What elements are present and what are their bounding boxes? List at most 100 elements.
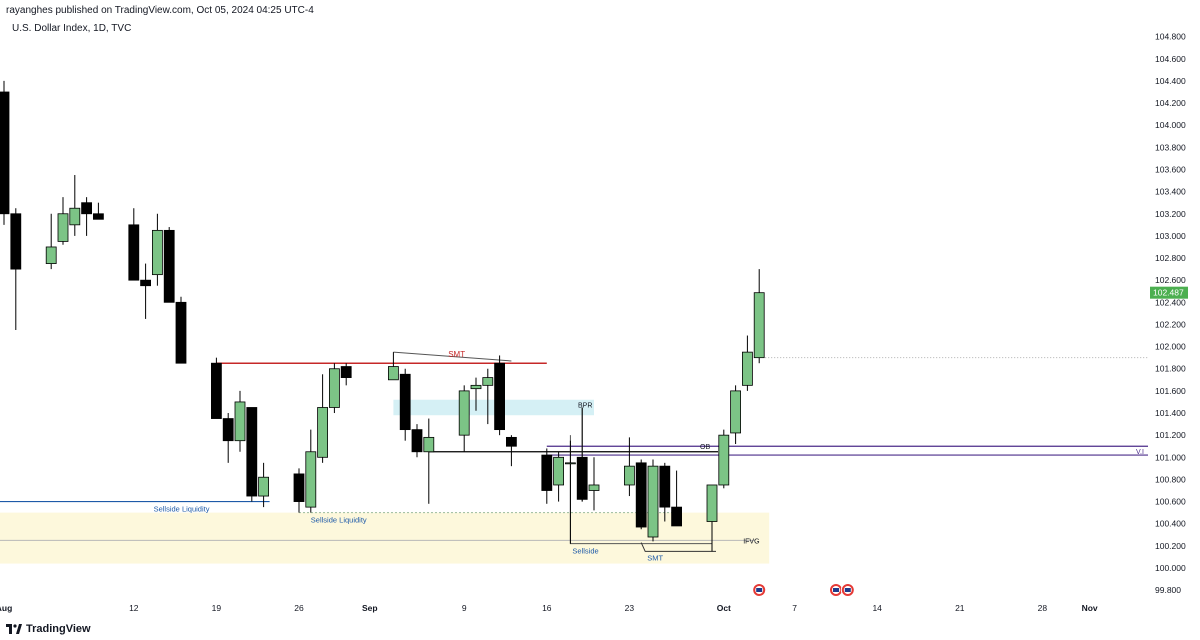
candle-body	[565, 462, 576, 465]
footer: TradingView	[0, 620, 1200, 640]
y-tick-label: 102.200	[1155, 319, 1186, 329]
candle[interactable]	[553, 451, 564, 502]
candle[interactable]	[671, 470, 682, 527]
x-tick-label: Nov	[1082, 603, 1098, 613]
candle[interactable]	[494, 355, 506, 436]
candle[interactable]	[175, 296, 187, 364]
candle[interactable]	[210, 357, 222, 419]
y-tick-label: 100.200	[1155, 541, 1186, 551]
y-tick-label: 101.400	[1155, 408, 1186, 418]
candle-body	[470, 384, 482, 390]
y-tick-label: 102.600	[1155, 275, 1186, 285]
candle[interactable]	[576, 407, 588, 502]
candle[interactable]	[565, 440, 576, 544]
candle[interactable]	[706, 484, 718, 552]
candle-body	[423, 436, 435, 453]
flag-icon-center	[756, 588, 763, 592]
candle-body	[399, 373, 411, 431]
candle[interactable]	[93, 202, 104, 220]
candle-body	[647, 465, 659, 538]
x-tick-label: 7	[792, 603, 797, 613]
x-tick-label: 26	[294, 603, 304, 613]
tradingview-logo[interactable]: TradingView	[6, 623, 91, 635]
candle[interactable]	[81, 197, 92, 236]
candle-body	[742, 351, 753, 386]
candle-body	[753, 292, 765, 359]
candle[interactable]	[470, 377, 482, 411]
candle[interactable]	[624, 437, 635, 497]
candle[interactable]	[0, 80, 10, 225]
candle-body	[340, 366, 352, 378]
flag-icon[interactable]	[840, 583, 855, 597]
candle[interactable]	[305, 429, 317, 513]
candle[interactable]	[163, 227, 175, 303]
candle[interactable]	[482, 368, 494, 425]
ob-label: OB	[700, 444, 710, 451]
candle[interactable]	[246, 407, 258, 502]
candle[interactable]	[753, 269, 765, 364]
smt-bottom-line	[640, 542, 716, 552]
candle[interactable]	[222, 413, 234, 463]
chart-area[interactable]: SMT BPR OB V.I Sellside Liquidity Sellside Li…	[0, 20, 1200, 620]
candle[interactable]	[293, 468, 305, 513]
candle[interactable]	[399, 368, 411, 441]
candle[interactable]	[742, 335, 753, 391]
symbol-title: U.S. Dollar Index, 1D, TVC	[12, 23, 132, 34]
candle-body	[210, 362, 222, 419]
candle-body	[151, 229, 163, 276]
candle[interactable]	[234, 390, 246, 452]
candle-body	[411, 429, 423, 453]
smt-bottom-label: SMT	[647, 553, 663, 562]
candle-body	[328, 368, 340, 408]
candle-body	[671, 506, 682, 527]
candlestick-chart[interactable]: SMT BPR OB V.I Sellside Liquidity Sellside Li…	[0, 20, 1200, 620]
candle[interactable]	[387, 352, 399, 381]
smt-top-label: SMT	[448, 350, 465, 359]
candle[interactable]	[730, 385, 741, 445]
candle-body	[730, 390, 741, 434]
candle[interactable]	[69, 175, 81, 236]
candle[interactable]	[45, 213, 57, 270]
candle[interactable]	[505, 435, 517, 467]
candle[interactable]	[423, 418, 435, 504]
flag-icon-center	[833, 588, 839, 592]
flag-icon[interactable]	[829, 583, 843, 597]
candle[interactable]	[258, 462, 270, 508]
y-tick-label: 101.200	[1155, 430, 1186, 440]
candle[interactable]	[541, 448, 553, 504]
candle[interactable]	[647, 459, 659, 542]
candle-body	[482, 377, 494, 386]
candle-body	[505, 436, 517, 447]
ifvg-label: IFVG	[743, 538, 759, 545]
candle-body	[175, 301, 187, 364]
candle-body	[246, 407, 258, 497]
candle[interactable]	[317, 374, 329, 463]
candle-body	[93, 213, 104, 220]
candle[interactable]	[328, 363, 340, 414]
x-tick-label: Oct	[717, 603, 731, 613]
candle[interactable]	[458, 385, 470, 452]
candle[interactable]	[340, 363, 352, 386]
candle-body	[293, 473, 305, 502]
candle[interactable]	[151, 213, 163, 286]
candle[interactable]	[659, 462, 671, 522]
candle[interactable]	[10, 208, 22, 330]
sellside-liquidity-label-1: Sellside Liquidity	[154, 505, 210, 514]
y-tick-label: 100.600	[1155, 497, 1186, 507]
candle[interactable]	[588, 457, 600, 511]
candle-body	[128, 224, 140, 281]
candle-body	[624, 465, 635, 486]
y-tick-label: 103.000	[1155, 231, 1186, 241]
x-tick-label: 12	[129, 603, 139, 613]
y-tick-label: 103.800	[1155, 142, 1186, 152]
candle[interactable]	[411, 424, 423, 458]
candle[interactable]	[718, 429, 730, 489]
candle[interactable]	[128, 208, 140, 281]
flag-icon[interactable]	[752, 583, 767, 597]
candle[interactable]	[635, 459, 647, 530]
candle-body	[706, 484, 718, 522]
candle[interactable]	[57, 197, 69, 245]
candle[interactable]	[140, 263, 152, 319]
x-tick-label: 16	[542, 603, 552, 613]
candle-body	[718, 434, 730, 486]
